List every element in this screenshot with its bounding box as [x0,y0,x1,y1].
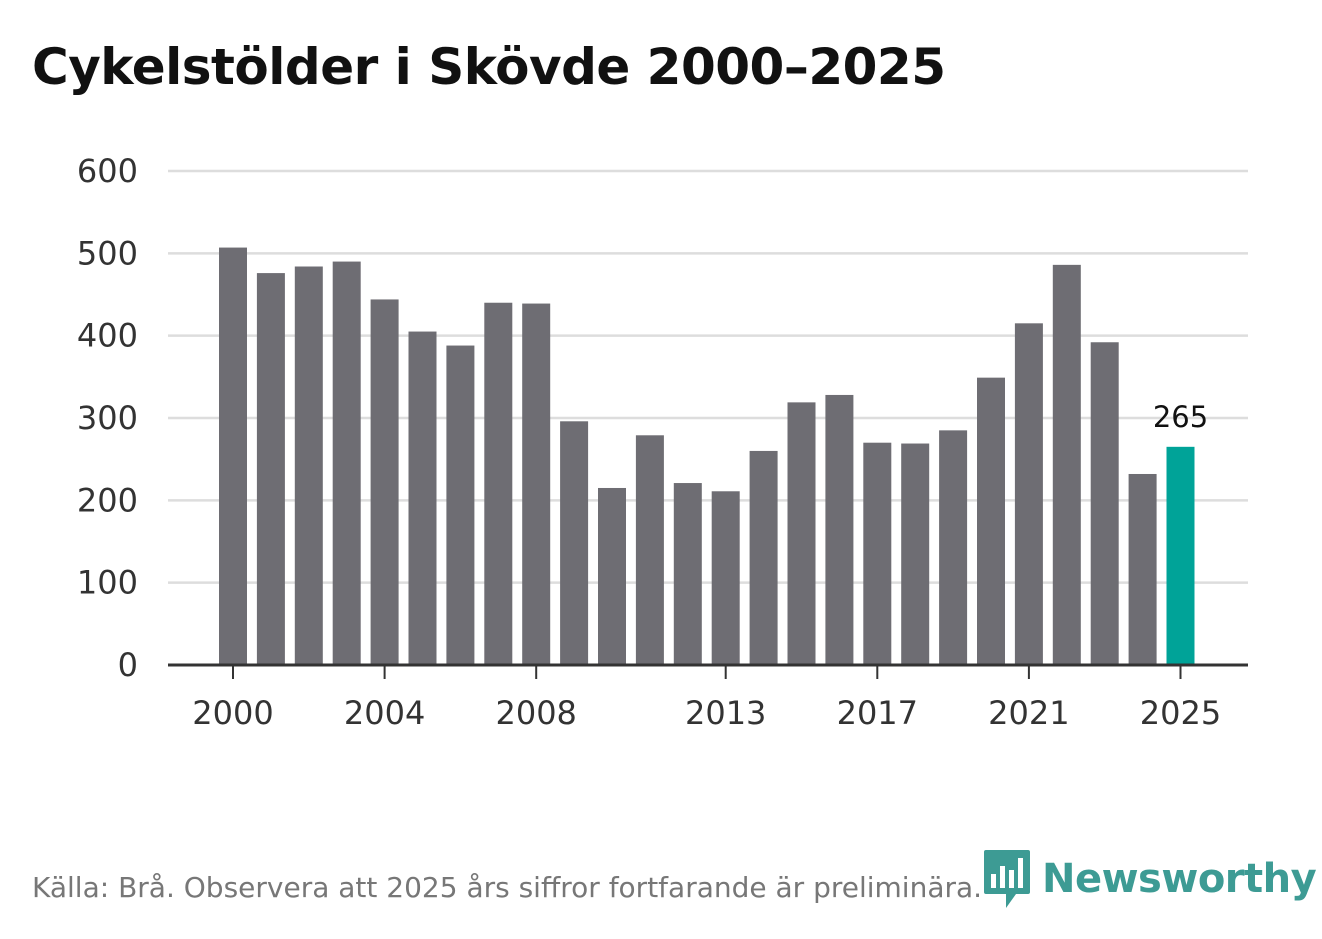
y-tick-label-600: 600 [77,152,138,190]
bar-2014 [749,450,778,665]
bar-2024 [1128,473,1157,665]
y-tick-label-200: 200 [77,481,138,519]
x-tick-label-2000: 2000 [192,694,273,732]
y-tick-label-0: 0 [118,646,138,684]
data-label-2025: 265 [1153,400,1208,434]
y-tick-label-100: 100 [77,564,138,602]
x-tick-label-2004: 2004 [344,694,425,732]
bar-2009 [560,421,589,665]
bar-2025 [1166,446,1195,665]
bar-2004 [370,299,399,665]
bar-2003 [332,261,361,665]
bar-2008 [522,303,551,665]
bar-2023 [1090,342,1119,665]
bar-2011 [635,435,664,665]
bar-2015 [787,402,816,665]
bar-2006 [446,345,475,665]
bar-2022 [1052,264,1081,665]
bar-2016 [825,394,854,665]
bar-2013 [711,491,740,665]
bar-2017 [863,442,892,665]
newsworthy-logo-icon [984,850,1030,908]
newsworthy-logo-text: Newsworthy [1042,856,1317,902]
bar-2010 [598,487,626,665]
bar-2005 [408,331,437,665]
bar-2002 [294,266,323,665]
x-tick-label-2017: 2017 [837,694,918,732]
bar-2012 [673,483,702,665]
bar-2020 [977,377,1005,665]
x-tick-label-2021: 2021 [988,694,1069,732]
y-tick-label-300: 300 [77,399,138,437]
bar-2001 [256,273,285,665]
bar-2018 [901,443,930,665]
bar-2000 [219,247,247,665]
chart-title: Cykelstölder i Skövde 2000–2025 [32,38,946,96]
y-tick-label-500: 500 [77,234,138,272]
y-tick-label-400: 400 [77,317,138,355]
x-tick-label-2025: 2025 [1140,694,1221,732]
bar-2021 [1014,323,1043,665]
bar-2007 [484,302,513,665]
newsworthy-logo: Newsworthy [982,848,1317,910]
bar-2019 [939,430,968,665]
source-note: Källa: Brå. Observera att 2025 års siffr… [32,871,983,904]
x-tick-label-2008: 2008 [495,694,576,732]
x-tick-label-2013: 2013 [685,694,766,732]
